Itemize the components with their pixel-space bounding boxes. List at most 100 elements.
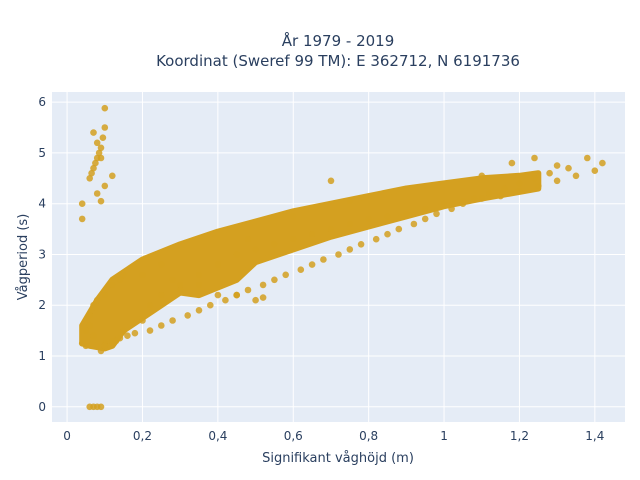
data-point xyxy=(384,213,391,220)
data-point xyxy=(120,327,127,334)
data-point xyxy=(501,185,508,192)
data-point xyxy=(403,210,410,218)
data-point xyxy=(184,312,191,319)
data-point xyxy=(95,149,103,157)
chart-title-line2: Koordinat (Sweref 99 TM): E 362712, N 61… xyxy=(156,52,520,70)
data-point xyxy=(101,291,109,299)
data-point xyxy=(308,261,316,268)
data-point xyxy=(421,215,429,223)
data-point xyxy=(395,225,403,233)
data-point xyxy=(421,205,429,213)
data-point xyxy=(553,162,561,169)
data-point xyxy=(252,296,259,304)
data-point xyxy=(327,177,335,185)
data-point xyxy=(244,235,252,243)
data-point xyxy=(97,154,105,162)
data-point xyxy=(131,329,139,337)
data-point xyxy=(448,205,455,213)
data-point xyxy=(86,175,93,182)
data-point xyxy=(195,307,203,314)
data-point xyxy=(346,197,354,205)
data-point xyxy=(139,317,146,324)
data-point xyxy=(93,139,101,147)
data-point xyxy=(124,332,131,340)
data-point xyxy=(531,154,538,162)
data-point xyxy=(290,235,297,243)
data-point xyxy=(297,266,305,274)
data-point xyxy=(252,246,259,253)
data-point xyxy=(82,327,90,334)
data-point xyxy=(410,220,418,228)
data-point xyxy=(459,200,467,207)
data-point xyxy=(271,241,278,248)
data-point xyxy=(146,301,154,309)
data-point xyxy=(109,172,116,180)
data-point xyxy=(516,180,523,187)
data-point xyxy=(233,251,240,258)
data-point xyxy=(478,172,486,180)
data-point xyxy=(290,213,297,220)
data-point xyxy=(222,296,229,304)
data-point xyxy=(433,210,440,218)
data-point xyxy=(478,195,486,202)
data-point xyxy=(599,159,606,167)
x-tick-label: 1,4 xyxy=(585,429,604,443)
y-tick-label: 2 xyxy=(38,298,46,312)
data-point xyxy=(259,294,267,301)
data-point xyxy=(93,190,101,197)
data-point xyxy=(158,291,165,299)
x-tick-label: 1 xyxy=(440,429,448,443)
data-point xyxy=(233,291,240,299)
data-point xyxy=(90,301,97,309)
data-point xyxy=(546,169,553,177)
data-point xyxy=(93,296,101,304)
data-point xyxy=(346,246,354,253)
data-points xyxy=(78,104,606,411)
y-tick-label: 4 xyxy=(38,197,46,211)
data-point xyxy=(508,159,516,167)
data-point xyxy=(116,334,124,342)
data-point xyxy=(357,241,365,248)
data-point xyxy=(101,104,109,112)
y-axis-title: Vågperiod (s) xyxy=(16,214,31,301)
data-point xyxy=(335,251,342,258)
data-point xyxy=(97,144,105,152)
data-point xyxy=(78,215,86,223)
data-point xyxy=(78,340,86,347)
data-point xyxy=(535,182,542,190)
x-tick-label: 0 xyxy=(63,429,71,443)
data-point xyxy=(214,291,222,299)
data-point xyxy=(86,312,93,319)
data-point xyxy=(176,281,184,289)
data-point xyxy=(282,271,290,279)
data-point xyxy=(97,197,105,205)
y-tick-label: 3 xyxy=(38,247,46,261)
data-point xyxy=(486,190,493,197)
y-tick-label: 6 xyxy=(38,95,46,109)
data-point xyxy=(320,256,327,263)
data-point xyxy=(78,200,86,207)
data-point xyxy=(308,230,316,238)
data-point xyxy=(531,175,538,182)
chart-title-line1: År 1979 - 2019 xyxy=(282,31,395,50)
x-tick-label: 0,2 xyxy=(133,429,152,443)
grid xyxy=(52,92,625,422)
data-point xyxy=(97,347,105,355)
y-tick-label: 1 xyxy=(38,349,46,363)
data-point xyxy=(101,342,109,350)
data-point xyxy=(86,322,93,329)
data-point xyxy=(116,276,124,284)
data-point xyxy=(195,281,203,289)
data-point xyxy=(139,271,146,279)
data-point xyxy=(90,332,97,340)
data-point xyxy=(553,177,561,185)
data-point xyxy=(120,271,127,279)
data-point xyxy=(372,235,380,243)
y-tick-label: 0 xyxy=(38,400,46,414)
data-point xyxy=(97,403,105,411)
data-point xyxy=(440,200,448,207)
data-point xyxy=(99,134,107,141)
data-point xyxy=(207,301,214,309)
x-tick-label: 0,4 xyxy=(208,429,227,443)
